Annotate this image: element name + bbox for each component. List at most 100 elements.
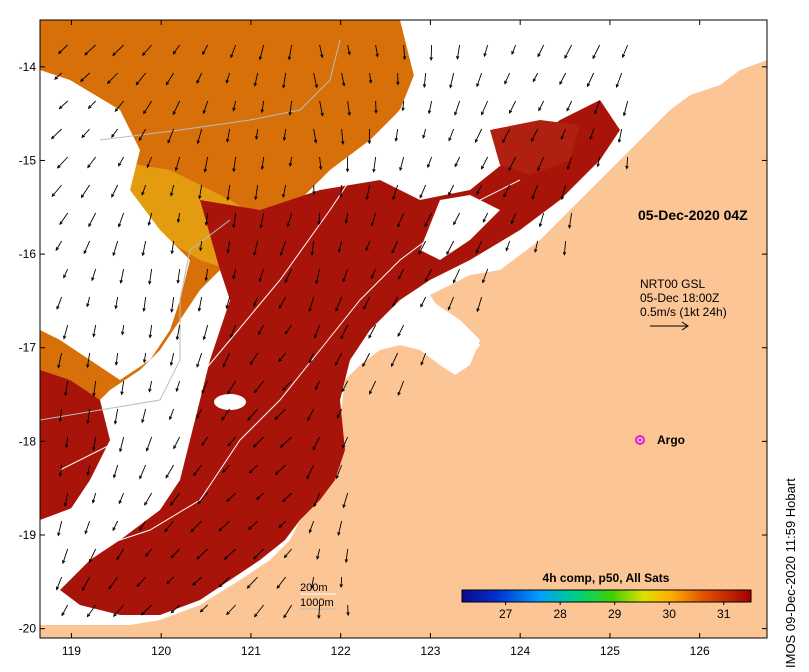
current-vector (254, 604, 264, 617)
current-vector-head (196, 140, 201, 145)
current-vector-head (476, 308, 480, 313)
current-vector (510, 212, 517, 224)
current-vector (502, 128, 511, 143)
current-vector (475, 240, 483, 254)
current-vector-head (313, 334, 318, 339)
current-vector-head (287, 56, 292, 61)
current-vector (196, 352, 203, 367)
current-vector (531, 128, 539, 142)
current-vector-head (232, 107, 236, 112)
x-tick-label: 126 (690, 644, 710, 658)
current-vector (202, 44, 209, 55)
current-vector (476, 184, 483, 195)
current-vector (276, 576, 287, 589)
current-scale: 0.5m/s (1kt 24h) (640, 305, 727, 319)
current-vector-head (222, 363, 226, 368)
current-vector (559, 72, 567, 85)
current-vector (233, 100, 237, 111)
current-vector (119, 436, 125, 452)
current-vector (138, 128, 147, 141)
current-vector (146, 156, 153, 168)
current-vector-head (223, 556, 228, 560)
current-vector-head (92, 392, 96, 397)
current-vector-head (83, 250, 87, 255)
current-vector (283, 604, 293, 618)
current-vector-head (596, 163, 600, 168)
current-vector-head (193, 472, 197, 477)
current-vector (369, 380, 377, 394)
current-vector-head (372, 168, 376, 173)
current-vector (196, 72, 203, 84)
current-vector-head (367, 140, 372, 145)
current-vector-head (368, 79, 373, 84)
current-vector (366, 184, 371, 200)
current-vector (309, 296, 315, 312)
current-vector-head (508, 167, 512, 172)
current-vector (254, 380, 264, 393)
current-vector (227, 184, 231, 200)
current-vector (319, 156, 322, 170)
current-vector-head (54, 76, 58, 80)
current-vector-head (254, 196, 258, 201)
current-vector (149, 268, 153, 284)
current-vector (568, 212, 573, 228)
current-vector-head (537, 53, 541, 58)
current-vector (170, 184, 175, 196)
current-vector-head (531, 195, 535, 200)
current-vector (395, 128, 399, 141)
current-vector (537, 44, 545, 57)
current-vector-head (503, 193, 507, 198)
current-vector (227, 380, 237, 394)
current-vector (347, 44, 351, 55)
current-vector-head (62, 560, 66, 565)
current-vector-head (226, 498, 230, 503)
current-vector (81, 184, 91, 198)
current-vector (170, 352, 175, 366)
current-vector (198, 296, 203, 311)
current-vector (173, 436, 181, 449)
current-vector-head (201, 442, 205, 446)
current-vector (314, 324, 321, 338)
current-vector-head (312, 191, 316, 196)
current-vector (65, 436, 69, 448)
current-vector (199, 240, 203, 251)
current-vector-head (314, 84, 318, 89)
current-vector-head (226, 249, 230, 254)
current-vector-head (560, 135, 564, 140)
current-vector (419, 184, 427, 198)
current-vector (167, 128, 175, 143)
current-vector (190, 520, 202, 532)
current-vectors (50, 44, 629, 620)
current-vector-head (196, 80, 200, 84)
current-vector (233, 156, 237, 172)
current-vector-head (192, 582, 196, 586)
current-vector-head (365, 196, 370, 201)
current-vector (121, 380, 125, 395)
current-vector (342, 492, 349, 508)
current-vector-head (112, 527, 116, 532)
current-vector-head (232, 275, 236, 280)
current-vector-head (278, 358, 282, 363)
current-vector (171, 240, 175, 254)
current-vector (87, 464, 91, 475)
current-vector (258, 324, 265, 335)
current-vector-head (502, 139, 506, 144)
current-vector (616, 72, 623, 88)
current-vector (371, 268, 377, 279)
current-vector-head (402, 56, 407, 61)
current-vector-head (230, 54, 234, 59)
current-vector (230, 44, 237, 58)
current-vector (56, 576, 63, 590)
y-tick-label: -17 (19, 341, 37, 355)
current-vector-head (112, 52, 116, 57)
current-vector (59, 464, 63, 477)
current-vector-head (148, 280, 152, 285)
current-vector-head (283, 614, 287, 619)
current-vector (59, 408, 63, 422)
current-vector (430, 44, 433, 61)
current-vector-head (227, 442, 232, 447)
current-vector-head (166, 580, 170, 585)
current-vector-head (142, 307, 146, 312)
current-vector (347, 604, 349, 616)
y-axis: -14 -15 -16 -17 -18 -19 -20 (19, 60, 767, 636)
